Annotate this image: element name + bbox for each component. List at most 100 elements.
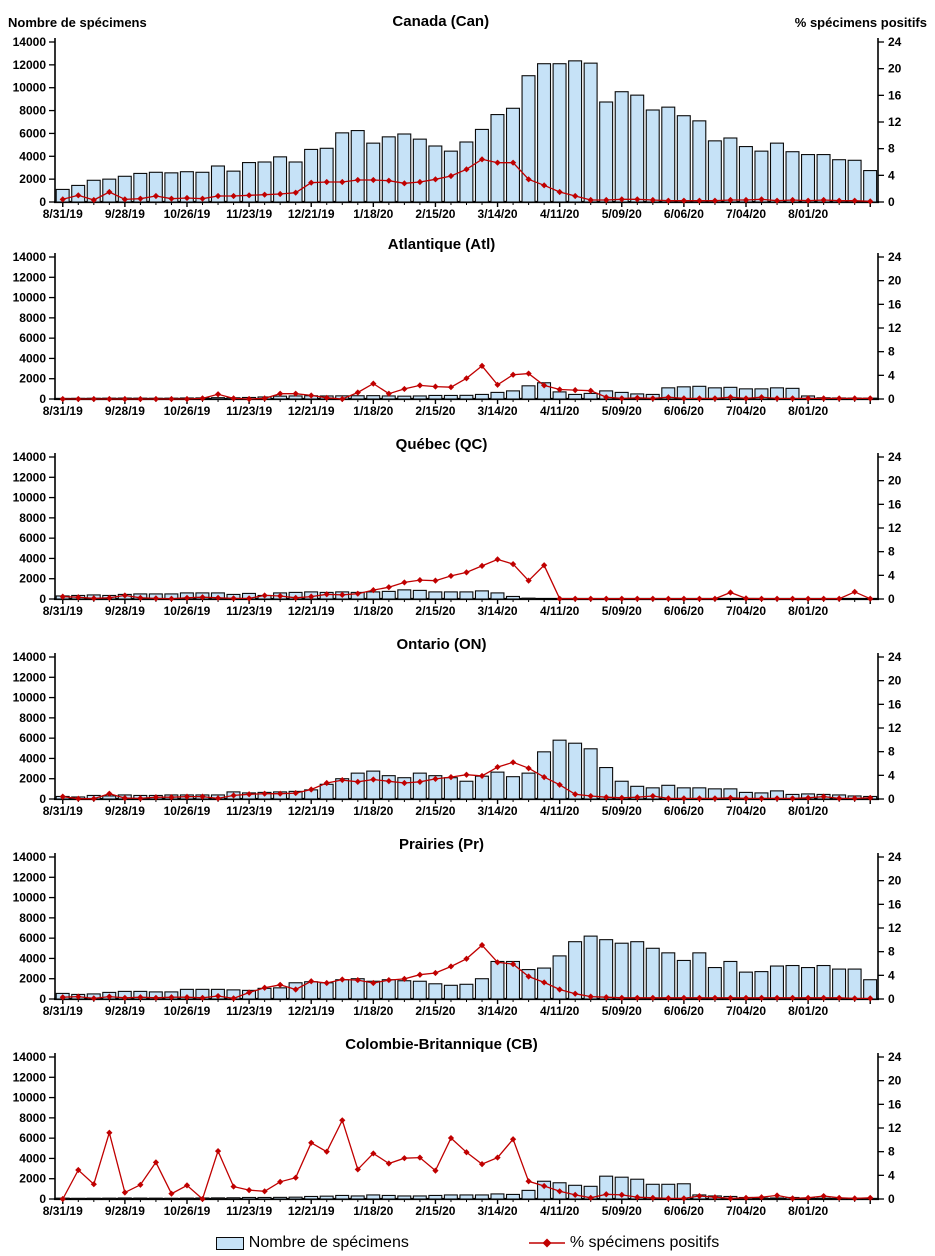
bar [428,983,443,1000]
diamond-marker [447,963,455,970]
bar [552,955,567,1000]
diamond-marker [75,395,82,403]
diamond-marker [354,176,361,184]
svg-text:7/04/20: 7/04/20 [726,604,766,618]
diamond-marker [214,1147,222,1155]
svg-text:24: 24 [888,35,902,49]
diamond-marker [618,994,625,1001]
bar [645,109,660,203]
diamond-marker [727,794,734,801]
diamond-marker [308,392,315,399]
chart-title: Prairies (Pr) [399,836,484,853]
svg-text:6000: 6000 [19,931,46,945]
chart-atlantique-atl: Atlantique (Atl) 0 2000 4000 6000 8000 10000 12… [0,230,935,430]
diamond-marker [525,765,532,772]
legend-item-specimens: Nombre de spécimens [215,1234,409,1252]
bar [226,1197,241,1200]
diamond-marker [106,188,113,196]
legend-line-swatch [528,1238,565,1248]
diamond-marker [432,176,439,183]
svg-text:2000: 2000 [19,772,46,786]
svg-text:10/26/19: 10/26/19 [164,804,211,818]
diamond-marker [851,395,858,402]
diamond-marker [447,384,455,391]
bar [443,777,458,800]
diamond-marker [680,1195,687,1202]
svg-text:8000: 8000 [19,911,46,925]
legend: Nombre de spécimens % spécimens positifs [0,1230,935,1256]
diamond-marker [634,394,641,401]
bar [210,397,225,400]
svg-text:4000: 4000 [19,149,46,163]
bar [583,392,598,400]
chart-title-canada: Canada (Can) [392,13,490,30]
diamond-marker [494,159,501,166]
svg-text:6000: 6000 [19,1131,46,1145]
svg-text:9/28/19: 9/28/19 [105,804,145,818]
diamond-marker [727,1195,734,1202]
bar [133,172,148,203]
diamond-marker [773,994,781,1001]
diamond-marker [649,395,656,402]
diamond-marker [711,795,719,802]
legend-item-pct-positive: % spécimens positifs [528,1234,719,1252]
svg-text:0: 0 [39,1192,46,1206]
diamond-marker [509,560,517,568]
svg-text:5/09/20: 5/09/20 [602,404,642,418]
svg-text:8: 8 [888,345,895,359]
diamond-marker [665,795,672,802]
diamond-marker [789,994,796,1001]
diamond-marker [711,197,719,204]
diamond-marker [230,192,237,200]
diamond-marker [199,994,206,1001]
bar [241,162,257,203]
svg-text:10000: 10000 [13,1091,47,1105]
pct-positive-line [59,362,874,403]
diamond-marker [416,1154,424,1161]
svg-text:4000: 4000 [19,751,46,765]
diamond-marker [106,1129,113,1136]
svg-text:4000: 4000 [19,1151,46,1165]
diamond-marker [59,395,66,403]
bar [241,1196,257,1200]
diamond-marker [261,1188,268,1195]
bar [801,154,816,203]
bar [164,1197,179,1200]
bar [676,959,691,1000]
svg-text:2/15/20: 2/15/20 [415,1204,455,1218]
diamond-marker [277,592,284,600]
diamond-marker [385,778,392,785]
bar [707,967,722,1000]
right-axis-title: % spécimens positifs [794,15,927,30]
diamond-marker [261,191,268,198]
chart-title: Québec (QC) [396,436,488,453]
specimens-bars [55,935,878,1000]
svg-text:8/01/20: 8/01/20 [788,207,828,221]
diamond-marker [867,198,874,205]
svg-text:6000: 6000 [19,531,46,545]
diamond-marker [665,595,672,602]
svg-text:4: 4 [888,768,895,782]
svg-text:11/23/19: 11/23/19 [226,1204,272,1218]
svg-text:5/09/20: 5/09/20 [602,207,642,221]
diamond-marker [494,763,501,771]
bar [568,393,583,400]
diamond-marker [90,395,97,403]
diamond-marker [432,969,439,977]
diamond-marker [696,795,703,802]
bar [273,987,288,1000]
diamond-marker [618,196,625,203]
bar [459,591,474,600]
diamond-marker [851,588,858,595]
svg-text:20: 20 [888,874,902,888]
diamond-marker [867,595,874,602]
chart-ontario-on: Ontario (ON) 0 2000 4000 6000 8000 10000 12000 1… [0,630,935,830]
bar [785,964,800,1000]
bar [428,591,443,600]
diamond-marker [649,994,656,1001]
svg-text:24: 24 [888,850,902,864]
svg-text:14000: 14000 [13,35,47,49]
bar [676,115,691,203]
diamond-marker [820,395,827,402]
svg-text:4/11/20: 4/11/20 [540,604,580,618]
